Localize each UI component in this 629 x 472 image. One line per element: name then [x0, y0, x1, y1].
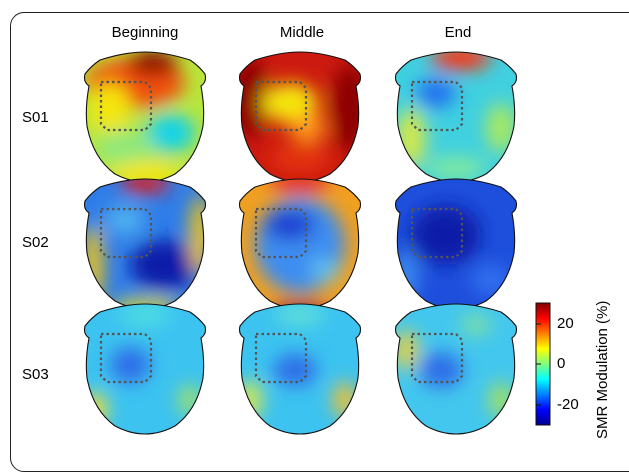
- map-s01-middle: [238, 50, 362, 184]
- row-label-s01: S01: [22, 109, 49, 126]
- colorbar-tick-0: 0: [557, 355, 566, 372]
- map-s02-end: [394, 177, 518, 311]
- colorbar-label: SMR Modulation (%): [594, 300, 611, 439]
- map-s03-beginning: [83, 302, 207, 436]
- map-s03-middle: [238, 302, 362, 436]
- map-s01-end: [394, 50, 518, 184]
- column-label-middle: Middle: [279, 24, 325, 41]
- row-label-s02: S02: [22, 234, 49, 251]
- map-s02-middle: [238, 177, 362, 311]
- column-label-beginning: Beginning: [111, 24, 179, 41]
- column-label-end: End: [444, 24, 472, 41]
- map-s02-beginning: [83, 177, 207, 311]
- topographic-maps: [83, 50, 551, 436]
- colorbar-tick-20: 20: [557, 315, 574, 332]
- map-s03-end: [394, 302, 518, 436]
- colorbar-tick-minus-20: -20: [557, 396, 579, 413]
- row-label-s03: S03: [22, 366, 49, 383]
- map-s01-beginning: [83, 50, 207, 184]
